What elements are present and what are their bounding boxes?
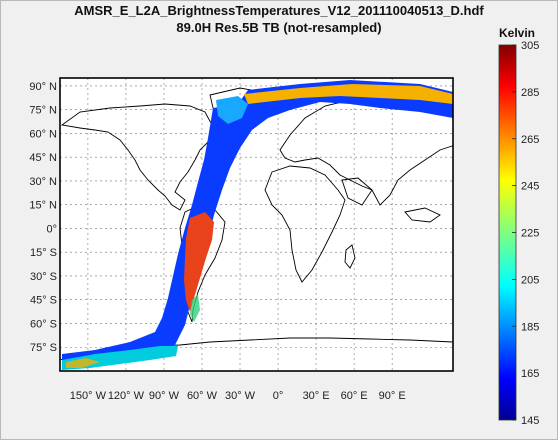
latitude-label: 0° — [46, 223, 57, 235]
longitude-label: 30° W — [225, 390, 256, 402]
colorbar-tick-label: 225 — [521, 228, 539, 240]
latitude-label: 75° N — [29, 105, 57, 117]
latitude-label: 15° N — [29, 200, 57, 212]
coastline-africa — [264, 165, 346, 283]
colorbar-tick-label: 165 — [521, 368, 539, 380]
latitude-label: 30° S — [30, 271, 57, 283]
swath-land-warm — [184, 212, 214, 312]
colorbar-tick-label: 305 — [521, 40, 539, 52]
latitude-label: 15° S — [30, 247, 57, 259]
longitude-label: 90° E — [379, 390, 406, 402]
swath-polar-warm — [244, 84, 453, 104]
latitude-label: 45° S — [30, 295, 57, 307]
longitude-label: 0° — [273, 390, 284, 402]
colorbar-title: Kelvin — [498, 26, 535, 40]
map-frame — [59, 77, 454, 372]
colorbar-tick-label: 205 — [521, 274, 539, 286]
longitude-label: 60° E — [341, 390, 368, 402]
latitude-label: 75° S — [30, 342, 57, 354]
map-background — [60, 78, 453, 371]
swath-band — [62, 80, 453, 368]
longitude-label: 90° W — [149, 390, 180, 402]
coastline-indonesia — [404, 207, 441, 223]
longitude-label: 60° W — [187, 390, 218, 402]
swath-antarctic-warm — [66, 358, 100, 368]
colorbar-tick-label: 285 — [521, 87, 539, 99]
latitude-labels: 90° N 75° N 60° N 45° N 30° N 15° N 0° 15° S 30°… — [29, 81, 57, 354]
swath-greenland — [216, 96, 248, 124]
colorbar-tick-label: 145 — [521, 415, 539, 427]
swath-data — [62, 80, 453, 370]
figure-title-line1: AMSR_E_L2A_BrightnessTemperatures_V12_20… — [74, 3, 484, 18]
longitude-labels: 150° W 120° W 90° W 60° W 30° W 0° 30° E 60° E 9… — [70, 390, 406, 402]
latitude-label: 30° N — [29, 176, 57, 188]
latitude-label: 45° N — [29, 152, 57, 164]
coastline-north-america — [60, 103, 213, 211]
map-content — [60, 80, 453, 371]
colorbar-tick-label: 245 — [521, 181, 539, 193]
colorbar-ticks: 305 285 265 245 225 205 185 165 145 — [512, 40, 539, 427]
longitude-label: 150° W — [70, 390, 107, 402]
latitude-label: 60° N — [29, 128, 57, 140]
longitude-label: 120° W — [108, 390, 145, 402]
latitude-label: 60° S — [30, 318, 57, 330]
latitude-label: 90° N — [29, 81, 57, 93]
colorbar-tick-label: 265 — [521, 134, 539, 146]
swath-land-green — [190, 294, 200, 322]
coastline-madagascar — [344, 244, 356, 269]
colorbar-tick-label: 185 — [521, 321, 539, 333]
longitude-label: 30° E — [303, 390, 330, 402]
figure-title-line2: 89.0H Res.5B TB (not-resampled) — [176, 20, 382, 35]
coastline-arabia — [341, 177, 373, 206]
